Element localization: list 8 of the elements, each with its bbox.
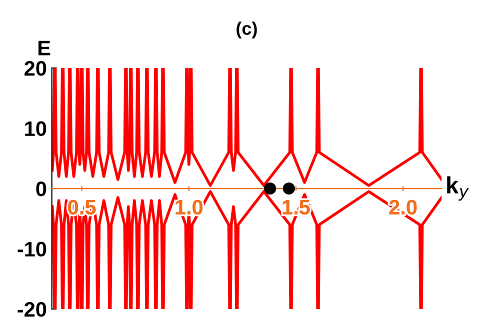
y-tick-label: 20 bbox=[24, 61, 46, 76]
y-tick-label: 0 bbox=[36, 182, 46, 196]
y-tick-label: -20 bbox=[18, 302, 46, 317]
y-tick-label: 10 bbox=[25, 121, 46, 136]
x-axis-title: k$_{y}$ bbox=[447, 176, 469, 201]
y-axis-title: E bbox=[38, 40, 50, 56]
y-tick-label: -10 bbox=[18, 242, 46, 257]
chart-title: (c) bbox=[236, 22, 257, 38]
